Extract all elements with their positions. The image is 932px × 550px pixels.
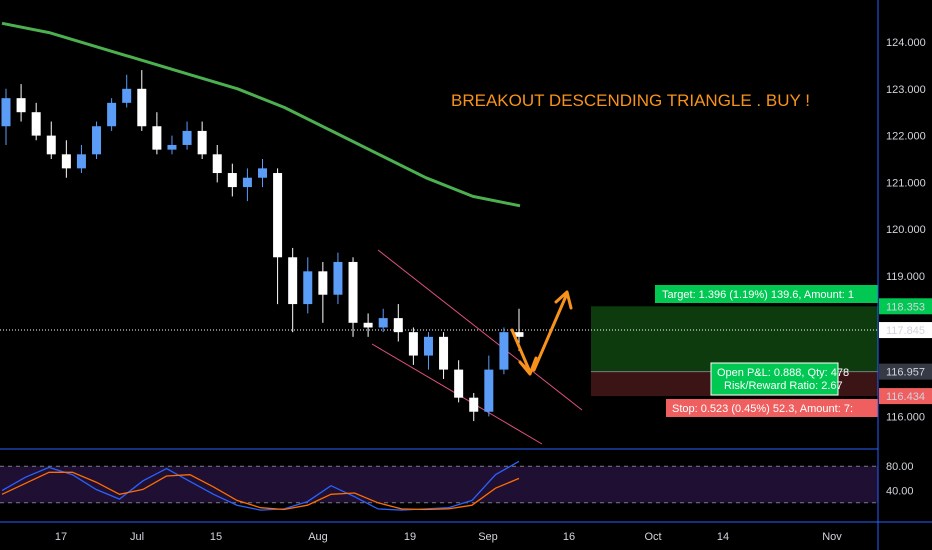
candle-body — [76, 154, 86, 169]
candle-body — [107, 102, 117, 127]
osc-series-line — [1, 460, 520, 511]
candle-body — [152, 126, 162, 150]
time-tick-label: 19 — [404, 531, 416, 543]
candle-body — [378, 318, 388, 328]
candle-body — [1, 98, 11, 127]
candle-body — [499, 332, 509, 370]
candle-body — [212, 154, 222, 174]
time-axis[interactable]: 17 Jul 15 Aug 19 Sep 16 Oct 14 Nov — [0, 521, 932, 543]
stop-price-text: 116.434 — [886, 391, 925, 403]
candle-body — [348, 261, 358, 323]
moving-average — [1, 21, 521, 208]
prediction-arrows — [510, 290, 573, 376]
time-tick-label: Jul — [130, 531, 144, 543]
candle-body — [514, 332, 524, 337]
candle-body — [484, 369, 494, 412]
candle-body — [61, 154, 71, 169]
time-tick-label: 14 — [717, 531, 729, 543]
current-price-text: 117.845 — [886, 325, 925, 337]
time-tick-label: Nov — [822, 531, 842, 543]
candle-body — [31, 112, 41, 136]
candle-body — [137, 88, 147, 127]
price-tick-label: 122.000 — [886, 131, 926, 143]
candle-body — [393, 318, 403, 333]
time-tick-label: 16 — [563, 531, 575, 543]
price-tick-label: 124.000 — [886, 37, 926, 49]
candle-body — [454, 369, 464, 398]
time-tick-label: Sep — [478, 531, 498, 543]
candle-body — [197, 130, 207, 155]
candle-body — [318, 271, 328, 295]
entry-price-badge — [879, 363, 932, 380]
stop-label-text: Stop: 0.523 (0.45%) 52.3, Amount: 7: — [672, 403, 853, 415]
target-price-text: 118.353 — [886, 301, 925, 313]
candle-body — [46, 135, 56, 155]
moving-average-line — [1, 21, 521, 208]
pnl-label-line1: Open P&L: 0.888, Qty: 478 — [717, 367, 849, 379]
position-labels: Target: 1.396 (1.19%) 139.6, Amount: 1 Op… — [655, 285, 878, 417]
entry-price-text: 116.957 — [886, 367, 925, 379]
candle-body — [333, 261, 343, 295]
target-label-text: Target: 1.396 (1.19%) 139.6, Amount: 1 — [662, 289, 854, 301]
osc-tick-label: 40.00 — [886, 486, 914, 498]
candle-body — [408, 332, 418, 356]
candle-body — [92, 126, 102, 155]
candle-body — [363, 322, 373, 328]
pnl-label-line2: Risk/Reward Ratio: 2.67 — [724, 380, 843, 392]
candle-body — [439, 336, 449, 370]
time-tick-label: 15 — [210, 531, 222, 543]
price-axis[interactable]: 124.000 123.000 122.000 121.000 120.000 119.0… — [877, 0, 932, 550]
candle-body — [122, 88, 132, 103]
osc-band — [0, 466, 878, 503]
candles — [1, 70, 524, 422]
pnl-label-box — [710, 362, 839, 396]
oscillator-pane[interactable] — [0, 448, 878, 520]
target-zone — [591, 306, 878, 372]
candle-body — [16, 98, 26, 113]
candle-body — [303, 271, 313, 305]
current-price-badge — [879, 322, 932, 339]
osc-series-line — [1, 471, 520, 511]
candle-body — [242, 177, 252, 188]
target-label-box — [655, 285, 878, 303]
down-arrow-line — [510, 328, 532, 374]
osc-tick-label: 80.00 — [886, 461, 914, 473]
price-tick-label: 116.000 — [886, 411, 925, 423]
triangle-upper-line — [377, 249, 583, 411]
time-tick-label: 17 — [55, 531, 67, 543]
price-tick-label: 120.000 — [886, 224, 926, 236]
price-axis-bg — [878, 0, 932, 550]
time-tick-label: Oct — [644, 531, 661, 543]
stop-label-box — [666, 399, 878, 417]
candle-body — [288, 257, 298, 305]
candle-body — [258, 168, 267, 178]
candle-body — [227, 173, 237, 188]
stop-price-badge — [879, 388, 932, 405]
candle-body — [423, 336, 433, 356]
candle-body — [273, 173, 283, 258]
down-arrow-head — [518, 356, 538, 376]
up-arrow-head — [554, 290, 573, 310]
candle-body — [167, 144, 177, 150]
candle-body — [182, 130, 192, 145]
price-tick-label: 119.000 — [886, 271, 925, 283]
candle-body — [469, 397, 479, 412]
price-tick-label: 123.000 — [886, 84, 926, 96]
up-arrow-line — [532, 294, 568, 372]
time-tick-label: Aug — [308, 531, 328, 543]
target-price-badge — [879, 298, 932, 315]
price-tick-label: 121.000 — [886, 177, 926, 189]
chart-title: BREAKOUT DESCENDING TRIANGLE . BUY ! — [451, 91, 810, 110]
